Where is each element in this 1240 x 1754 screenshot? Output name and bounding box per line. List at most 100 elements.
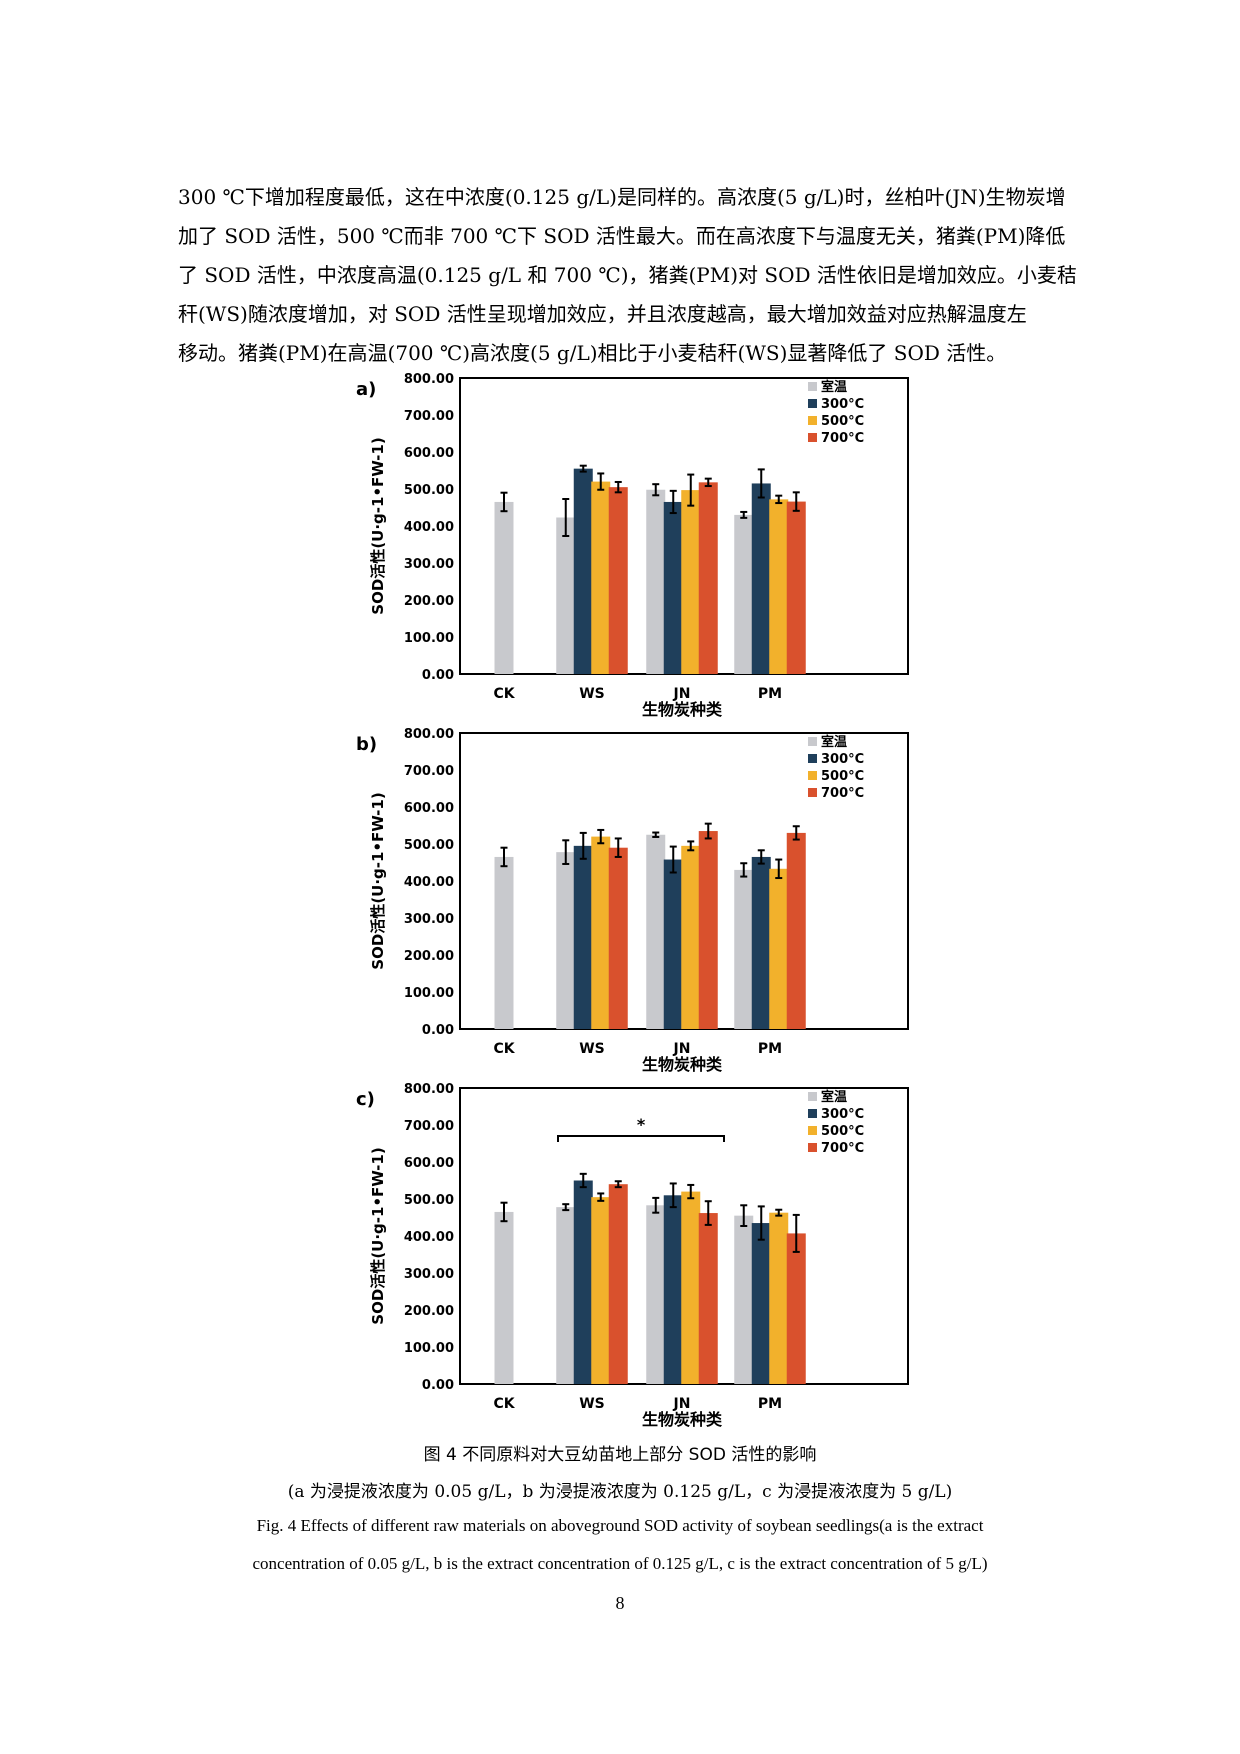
paragraph-line: 加了 SOD 活性，500 ℃而非 700 ℃下 SOD 活性最大。而在高浓度下… <box>178 224 1066 248</box>
legend-label: 室温 <box>821 1089 847 1105</box>
x-tick-label: WS <box>579 1041 605 1057</box>
y-tick-label: 800.00 <box>404 372 454 387</box>
bar-pm-s2 <box>769 868 789 1029</box>
y-tick-label: 500.00 <box>404 838 454 853</box>
significance-marker: * <box>637 1115 646 1134</box>
y-axis-label: SOD活性(U·g-1•FW-1) <box>369 1147 387 1324</box>
y-tick-label: 700.00 <box>404 409 454 424</box>
legend-swatch <box>808 433 817 442</box>
bar-ws-s1 <box>573 845 593 1029</box>
bar-ws-s0 <box>556 517 576 674</box>
legend-swatch <box>808 1109 817 1118</box>
bar-pm-s1 <box>751 856 771 1029</box>
legend-swatch <box>808 737 817 746</box>
legend-label: 700°C <box>821 1141 864 1156</box>
paragraph-line: 秆(WS)随浓度增加，对 SOD 活性呈现增加效应，并且浓度越高，最大增加效益对… <box>178 302 1027 326</box>
bar-ck-room <box>494 856 514 1029</box>
y-tick-label: 0.00 <box>422 1023 454 1038</box>
bar-ws-s2 <box>591 481 611 674</box>
legend-swatch <box>808 771 817 780</box>
bar-pm-s2 <box>769 499 789 674</box>
bar-ws-s3 <box>608 1184 628 1384</box>
y-tick-label: 700.00 <box>404 764 454 779</box>
y-tick-label: 500.00 <box>404 1193 454 1208</box>
x-tick-label: CK <box>493 1396 515 1412</box>
y-axis-label: SOD活性(U·g-1•FW-1) <box>369 792 387 969</box>
legend-swatch <box>808 1143 817 1152</box>
chart-a-svg: 0.00 100.00 200.00 300.00 400.00 500.00 600.00… <box>356 372 909 719</box>
legend-swatch <box>808 416 817 425</box>
paragraph-line: 300 ℃下增加程度最低，这在中浓度(0.125 g/L)是同样的。高浓度(5 … <box>178 185 1066 209</box>
legend-label: 室温 <box>821 379 847 395</box>
y-tick-label: 100.00 <box>404 986 454 1001</box>
page-number: 8 <box>615 1593 625 1613</box>
figure-caption-zh-sub: (a 为浸提液浓度为 0.05 g/L，b 为浸提液浓度为 0.125 g/L，… <box>287 1482 953 1502</box>
x-tick-label: WS <box>579 686 605 702</box>
body-paragraph: 300 ℃下增加程度最低，这在中浓度(0.125 g/L)是同样的。高浓度(5 … <box>178 178 1090 373</box>
bar-jn-s3 <box>698 831 718 1029</box>
x-tick-label: JN <box>673 686 691 702</box>
panel-label: b) <box>356 734 377 755</box>
chart-panel-a: 0.00 100.00 200.00 300.00 400.00 500.00 600.00… <box>356 370 920 725</box>
figure-caption-en: Fig. 4 Effects of different raw material… <box>0 1507 1240 1583</box>
bar-ws-s2 <box>591 1197 611 1384</box>
legend-swatch <box>808 382 817 391</box>
bar-ws-s1 <box>573 468 593 674</box>
bar-pm-s3 <box>786 832 806 1029</box>
chart-panel-b: 0.00 100.00 200.00 300.00 400.00 500.00 600.00… <box>356 725 920 1080</box>
bar-ws-s0 <box>556 852 576 1029</box>
y-tick-label: 300.00 <box>404 912 454 927</box>
legend-label: 室温 <box>821 734 847 750</box>
bar-jn-s2 <box>681 490 701 674</box>
bar-jn-s1 <box>663 501 683 674</box>
bar-jn-s3 <box>698 1213 718 1384</box>
bar-pm-s1 <box>751 1223 771 1384</box>
x-tick-label: CK <box>493 686 515 702</box>
bar-jn-s0 <box>646 834 666 1029</box>
y-tick-label: 400.00 <box>404 520 454 535</box>
y-tick-label: 300.00 <box>404 1267 454 1282</box>
legend-swatch <box>808 754 817 763</box>
paragraph-line: 了 SOD 活性，中浓度高温(0.125 g/L 和 700 ℃)，猪粪(PM)… <box>178 263 1077 287</box>
bar-jn-s2 <box>681 1191 701 1384</box>
legend-swatch <box>808 1092 817 1101</box>
y-tick-label: 800.00 <box>404 727 454 742</box>
bar-ck-room <box>494 501 514 674</box>
bar-pm-s3 <box>786 1233 806 1384</box>
x-axis-label: 生物炭种类 <box>642 700 723 719</box>
y-tick-label: 100.00 <box>404 631 454 646</box>
y-tick-label: 600.00 <box>404 801 454 816</box>
bar-jn-s1 <box>663 1195 683 1384</box>
y-axis-label: SOD活性(U·g-1•FW-1) <box>369 437 387 614</box>
y-tick-label: 100.00 <box>404 1341 454 1356</box>
legend-swatch <box>808 788 817 797</box>
legend-label: 300°C <box>821 1107 864 1122</box>
y-tick-label: 400.00 <box>404 875 454 890</box>
legend-label: 500°C <box>821 414 864 429</box>
x-tick-label: PM <box>758 686 782 702</box>
bar-ws-s3 <box>608 487 628 674</box>
bar-pm-s0 <box>734 869 754 1029</box>
legend-label: 500°C <box>821 769 864 784</box>
panel-label: a) <box>356 379 376 400</box>
y-tick-label: 300.00 <box>404 557 454 572</box>
bar-pm-s2 <box>769 1212 789 1384</box>
bar-pm-s1 <box>751 483 771 674</box>
x-axis-label: 生物炭种类 <box>642 1410 723 1429</box>
bar-pm-s3 <box>786 501 806 674</box>
bar-pm-s0 <box>734 514 754 674</box>
legend-label: 300°C <box>821 752 864 767</box>
y-tick-label: 200.00 <box>404 1304 454 1319</box>
caption-en-line: concentration of 0.05 g/L, b is the extr… <box>252 1554 988 1573</box>
bar-jn-s2 <box>681 845 701 1029</box>
bar-jn-s0 <box>646 1205 666 1384</box>
legend-swatch <box>808 1126 817 1135</box>
y-tick-label: 200.00 <box>404 594 454 609</box>
caption-en-line: Fig. 4 Effects of different raw material… <box>256 1516 984 1535</box>
y-tick-label: 500.00 <box>404 483 454 498</box>
legend-label: 500°C <box>821 1124 864 1139</box>
chart-panel-c: 0.00 100.00 200.00 300.00 400.00 500.00 600.00… <box>356 1080 920 1435</box>
x-tick-label: JN <box>673 1396 691 1412</box>
legend-label: 300°C <box>821 397 864 412</box>
x-tick-label: CK <box>493 1041 515 1057</box>
